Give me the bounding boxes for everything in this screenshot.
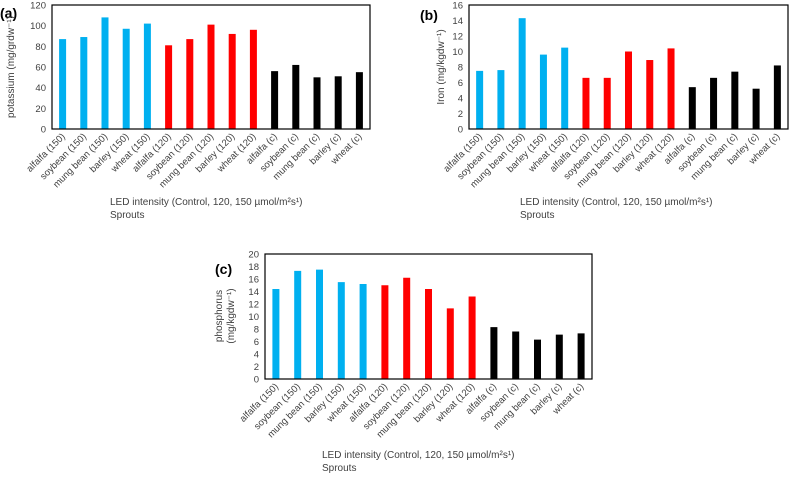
bar — [249, 29, 257, 129]
y-tick-label: 4 — [458, 94, 463, 105]
x-axis-subtitle: Sprouts — [322, 463, 356, 474]
y-tick-label: 8 — [458, 63, 463, 74]
bar — [381, 285, 389, 379]
y-tick-label: 20 — [35, 104, 46, 115]
bar — [468, 296, 476, 379]
y-tick-label: 16 — [452, 1, 463, 12]
plot-frame — [468, 4, 789, 130]
y-tick-label: 6 — [458, 78, 463, 89]
y-tick-label: 40 — [35, 83, 46, 94]
bar — [294, 270, 302, 379]
bar — [518, 18, 526, 129]
bar — [165, 45, 173, 129]
bar — [710, 77, 718, 129]
bar — [425, 289, 432, 379]
panel-label: (c) — [215, 261, 232, 277]
y-tick-label: 60 — [35, 63, 46, 74]
bar — [490, 327, 498, 379]
bar — [534, 339, 541, 379]
x-axis-subtitle: Sprouts — [110, 210, 144, 221]
bar — [497, 70, 505, 129]
y-tick-label: 16 — [248, 275, 259, 286]
bar — [207, 24, 215, 130]
bar — [101, 17, 109, 129]
bar — [272, 289, 280, 379]
y-tick-label: 120 — [30, 1, 46, 12]
bar — [603, 77, 611, 129]
bar — [292, 64, 300, 129]
panel-label: (a) — [0, 5, 17, 21]
y-tick-label: 10 — [248, 312, 259, 323]
bar — [577, 333, 585, 379]
bar — [316, 269, 323, 379]
bar — [646, 60, 654, 129]
y-tick-label: 4 — [254, 350, 259, 361]
y-tick-label: 100 — [30, 21, 46, 32]
bar — [667, 48, 675, 129]
bar — [59, 39, 67, 129]
bar — [512, 331, 520, 379]
bar — [403, 277, 411, 379]
bar — [731, 71, 739, 129]
y-axis-title: potassium (mg/grdw⁻¹) — [6, 16, 17, 118]
bar — [355, 72, 363, 129]
y-axis-title-units: (mg/kgdw⁻¹) — [226, 288, 237, 343]
bar — [337, 282, 345, 379]
y-tick-label: 20 — [248, 250, 259, 261]
bar — [561, 47, 569, 129]
bar — [539, 54, 547, 129]
y-tick-label: 2 — [458, 109, 463, 120]
bar — [555, 334, 563, 379]
y-tick-label: 0 — [254, 375, 259, 386]
plot-frame — [51, 4, 371, 130]
y-tick-label: 0 — [458, 125, 463, 136]
y-tick-label: 80 — [35, 42, 46, 53]
plot-frame — [264, 253, 593, 380]
bar — [582, 77, 590, 129]
bar — [773, 65, 781, 129]
x-axis-title: LED intensity (Control, 120, 150 µmol/m²… — [110, 197, 303, 208]
y-tick-label: 14 — [248, 287, 259, 298]
bar — [313, 77, 321, 129]
bar — [359, 284, 367, 379]
panel-label: (b) — [420, 7, 438, 23]
y-tick-label: 12 — [248, 300, 259, 311]
bar — [334, 76, 342, 129]
x-axis-title: LED intensity (Control, 120, 150 µmol/m²… — [520, 197, 713, 208]
bar — [80, 37, 88, 129]
bar — [752, 88, 760, 129]
y-axis-title: Iron (mg/kgdw⁻¹) — [436, 29, 447, 104]
y-tick-label: 18 — [248, 262, 259, 273]
y-tick-label: 8 — [254, 325, 259, 336]
y-axis-title: phosphorus — [214, 290, 225, 342]
bar — [228, 33, 236, 129]
y-tick-label: 10 — [452, 47, 463, 58]
bar — [122, 28, 130, 130]
bar — [186, 39, 194, 129]
x-axis-subtitle: Sprouts — [520, 210, 554, 221]
bar — [476, 70, 484, 129]
bar — [271, 71, 279, 129]
y-tick-label: 2 — [254, 362, 259, 373]
y-tick-label: 0 — [41, 125, 46, 136]
bar — [625, 51, 632, 129]
y-tick-label: 14 — [452, 16, 463, 27]
y-tick-label: 12 — [452, 32, 463, 43]
bar — [143, 23, 151, 130]
x-axis-title: LED intensity (Control, 120, 150 µmol/m²… — [322, 450, 515, 461]
bar — [688, 87, 696, 129]
bar — [446, 308, 454, 379]
y-tick-label: 6 — [254, 337, 259, 348]
